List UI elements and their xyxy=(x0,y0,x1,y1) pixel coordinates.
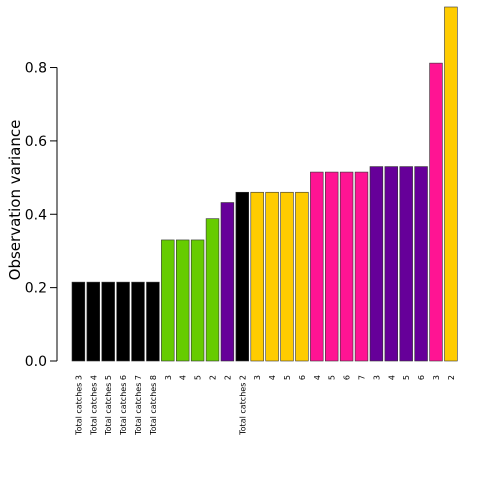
category-label: 2 xyxy=(223,375,232,380)
bar xyxy=(205,218,220,362)
category-label: 5 xyxy=(328,375,337,380)
category-label: Total catches 8 xyxy=(149,375,158,436)
category-label: 6 xyxy=(298,375,307,380)
bar xyxy=(369,166,384,362)
bar xyxy=(86,281,101,362)
bar xyxy=(146,281,160,362)
category-label: 3 xyxy=(253,375,262,380)
category-label: Total catches 7 xyxy=(134,375,143,436)
bar xyxy=(265,191,279,362)
category-labels: Total catches 3 Total catches 4 Total catc… xyxy=(74,375,456,436)
category-label: 2 xyxy=(447,375,456,380)
bar xyxy=(116,281,130,362)
y-tick-label: 0.8 xyxy=(25,61,47,77)
bar xyxy=(295,191,309,362)
bar xyxy=(131,281,145,362)
bar xyxy=(161,239,175,362)
category-label: 5 xyxy=(283,375,292,380)
category-label: 7 xyxy=(358,375,367,380)
category-label: Total catches 2 xyxy=(238,375,247,436)
category-label: 5 xyxy=(402,375,411,380)
category-label: 3 xyxy=(164,375,173,380)
y-tick-label: 0.0 xyxy=(25,354,47,370)
y-tick-label: 0.4 xyxy=(25,207,47,223)
bar xyxy=(354,171,369,362)
category-label: 4 xyxy=(179,375,188,380)
y-tick-label: 0.6 xyxy=(25,134,47,150)
bar xyxy=(339,171,354,362)
category-label: 4 xyxy=(387,375,396,380)
category-label: 3 xyxy=(372,375,381,380)
bar xyxy=(384,166,398,362)
category-label: Total catches 5 xyxy=(104,375,113,436)
category-label: 4 xyxy=(313,375,322,380)
bar xyxy=(250,191,264,362)
category-label: 3 xyxy=(432,375,441,380)
bars xyxy=(71,6,458,362)
y-tick-label: 0.2 xyxy=(25,281,47,297)
bar xyxy=(190,239,205,362)
category-label: 4 xyxy=(268,375,277,380)
category-label: Total catches 4 xyxy=(89,375,98,436)
bar xyxy=(310,171,324,362)
bar xyxy=(399,166,413,362)
bar xyxy=(414,166,428,362)
category-label: 5 xyxy=(194,375,203,380)
bar xyxy=(280,191,294,362)
category-label: 6 xyxy=(417,375,426,380)
category-label: Total catches 3 xyxy=(74,375,83,436)
category-label: Total catches 6 xyxy=(119,375,128,436)
y-axis-label: Observation variance xyxy=(6,120,24,281)
bar xyxy=(235,191,249,362)
bar xyxy=(71,281,86,362)
bar xyxy=(101,281,115,362)
category-label: 6 xyxy=(343,375,352,380)
bar xyxy=(324,171,339,362)
bar xyxy=(220,202,235,362)
bar xyxy=(176,239,190,362)
y-axis: 0.0 0.2 0.4 0.6 0.8 xyxy=(25,61,58,370)
bar xyxy=(429,62,443,362)
bar xyxy=(444,6,458,362)
category-label: 2 xyxy=(209,375,218,380)
